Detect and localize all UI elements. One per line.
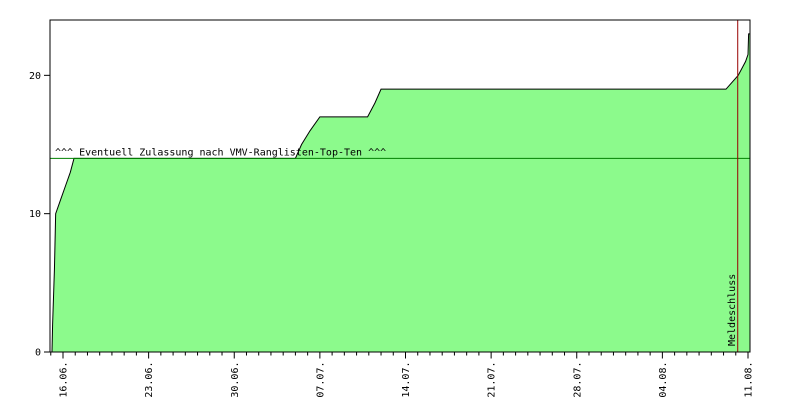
x-tick-label: 30.06. xyxy=(230,362,241,398)
x-tick-label: 04.08. xyxy=(658,362,669,398)
x-tick-label: 11.08. xyxy=(744,362,755,398)
vline-label: Meldeschluss xyxy=(727,274,738,346)
y-tick-label: 20 xyxy=(29,71,41,82)
y-tick-label: 10 xyxy=(29,209,41,220)
area-fill xyxy=(51,33,751,352)
x-tick-label: 23.06. xyxy=(144,362,155,398)
hline-label: ^^^ Eventuell Zulassung nach VMV-Ranglis… xyxy=(55,147,386,158)
x-tick-label: 16.06. xyxy=(59,362,70,398)
x-tick-label: 14.07. xyxy=(401,362,412,398)
x-tick-label: 21.07. xyxy=(487,362,498,398)
area-outline xyxy=(51,33,751,353)
chart-generated-layer: 16.06. 23.06. 30.06. 07.07. 14.07. 21.07. 28.0… xyxy=(29,19,755,398)
x-tick-label: 07.07. xyxy=(315,362,326,398)
plot-border xyxy=(49,19,751,353)
y-tick-label: 0 xyxy=(35,348,41,359)
x-tick-label: 28.07. xyxy=(572,362,583,398)
